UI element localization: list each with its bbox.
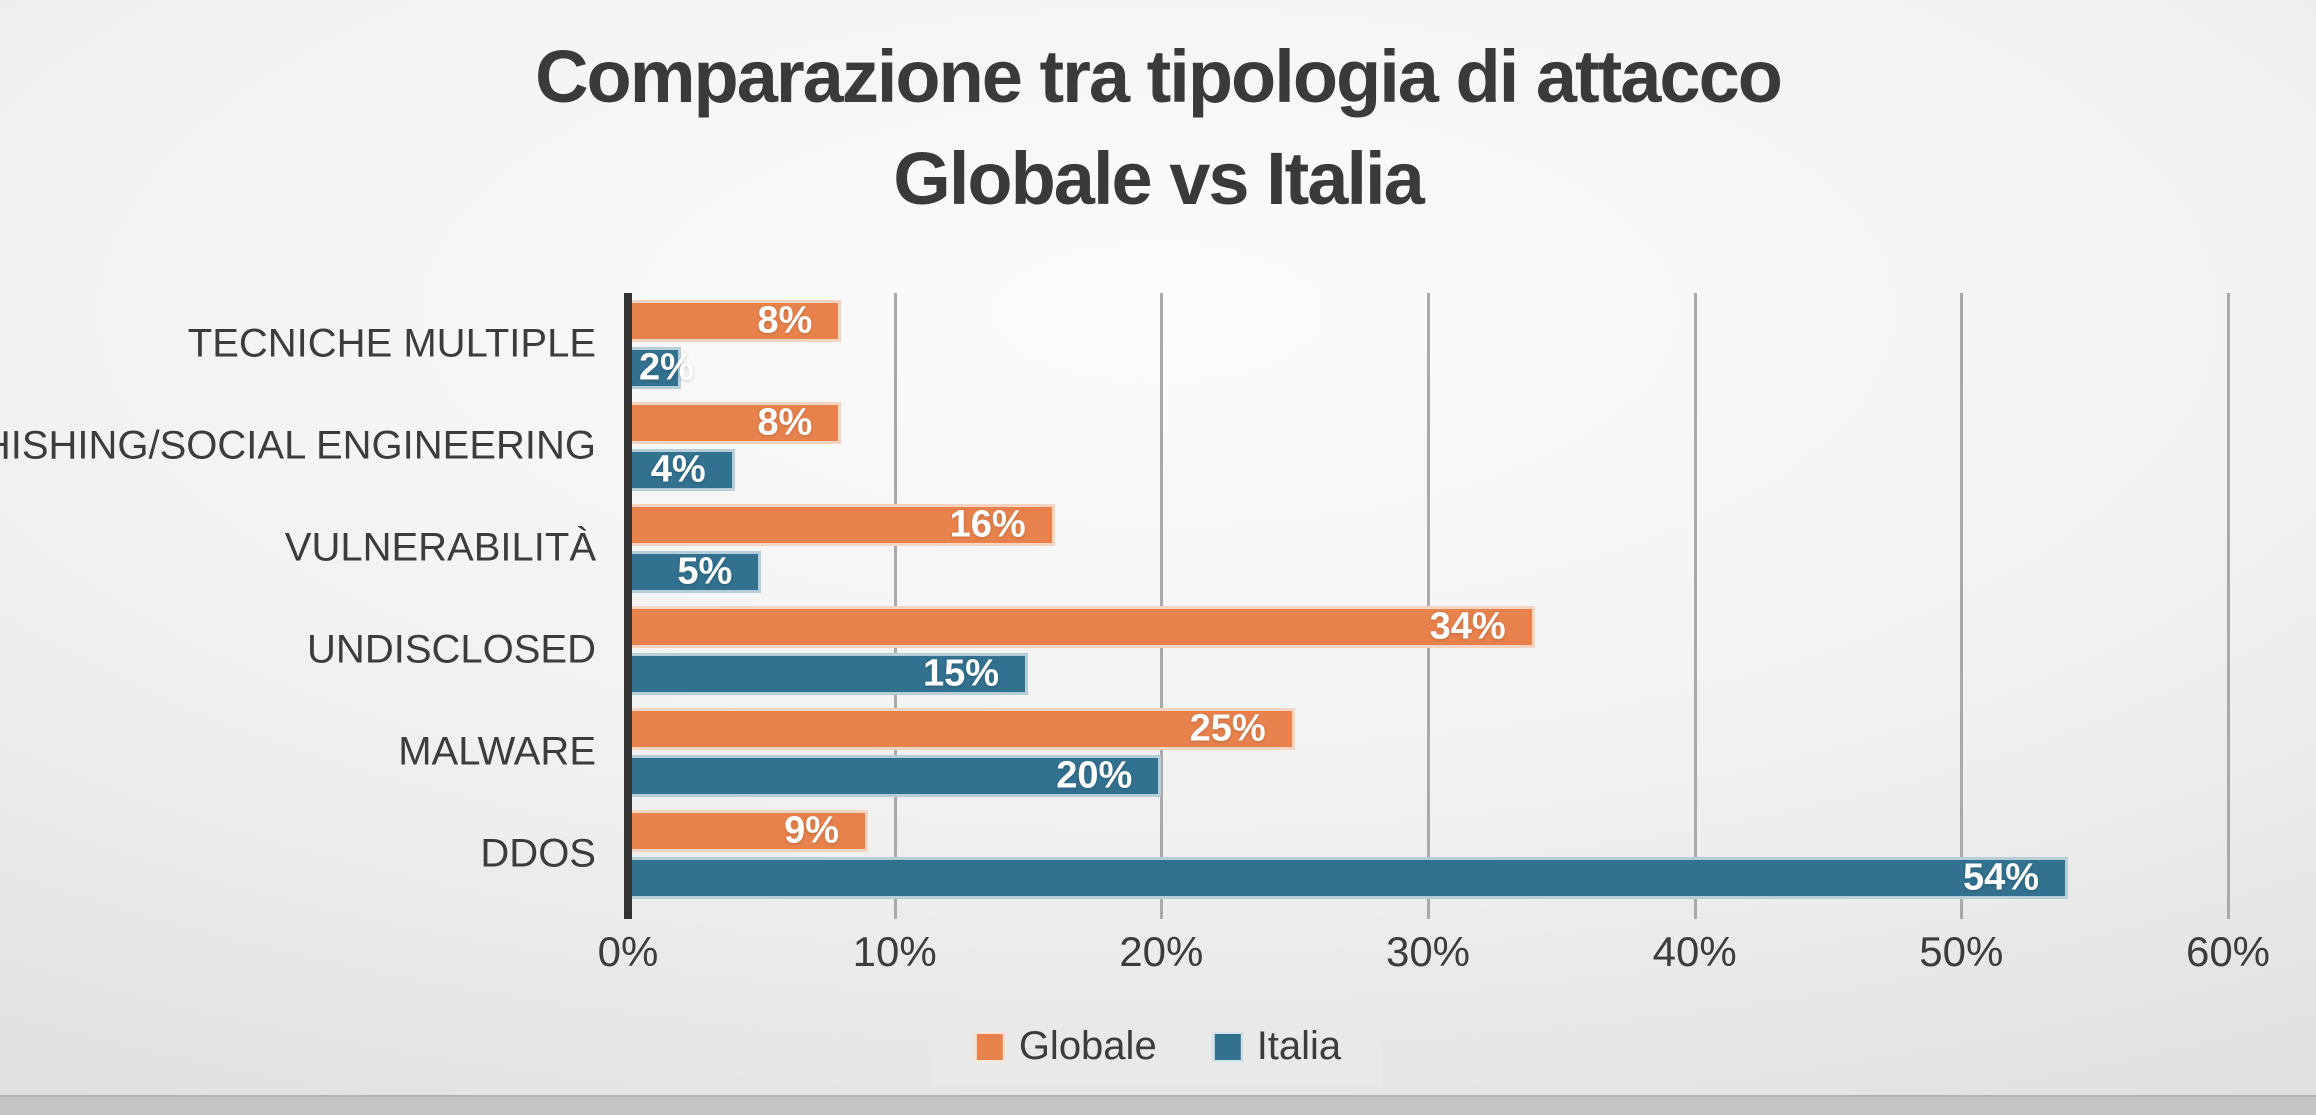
legend-entry-italia: Italia xyxy=(1212,1024,1342,1069)
category-label: UNDISCLOSED xyxy=(307,627,596,672)
bar-globale: 8% xyxy=(628,299,842,342)
y-axis-line xyxy=(624,293,632,919)
category-label: DDOS xyxy=(480,831,596,876)
x-axis-tick-label: 60% xyxy=(2185,928,2271,975)
legend: Globale Italia xyxy=(932,1006,1384,1087)
bar-rows: TECNICHE MULTIPLE 8% 2% PHISHING/SOCIAL ENG… xyxy=(0,293,2228,905)
category-label: TECNICHE MULTIPLE xyxy=(187,321,596,366)
gridline-60 xyxy=(2227,293,2230,919)
legend-swatch-italia xyxy=(1212,1031,1243,1062)
bar-globale: 9% xyxy=(628,809,868,852)
chart-row: VULNERABILITÀ 16% 5% xyxy=(285,497,2228,599)
value-label: 54% xyxy=(1962,856,2039,898)
value-label: 5% xyxy=(677,550,733,592)
bar-globale: 16% xyxy=(628,503,1055,546)
chart-row: TECNICHE MULTIPLE 8% 2% xyxy=(188,293,2228,395)
plot-area: TECNICHE MULTIPLE 8% 2% PHISHING/SOCIAL ENG… xyxy=(0,293,2230,919)
bar-italia: 5% xyxy=(628,550,762,593)
bar-globale: 34% xyxy=(628,605,1535,648)
x-axis-tick-label: 0% xyxy=(597,928,659,975)
bar-italia: 2% xyxy=(628,346,694,389)
chart-title: Comparazione tra tipologia di attacco Gl… xyxy=(0,26,2316,230)
value-label: 15% xyxy=(922,652,999,694)
x-axis-tick-label: 10% xyxy=(852,928,937,975)
legend-label: Italia xyxy=(1256,1024,1342,1068)
value-label: 16% xyxy=(949,503,1026,545)
value-label: 2% xyxy=(639,346,694,388)
value-label: 34% xyxy=(1429,605,1506,647)
bar-italia: 20% xyxy=(628,754,1162,797)
chart-title-line1: Comparazione tra tipologia di attacco xyxy=(535,35,1783,118)
value-label: 20% xyxy=(1056,754,1133,796)
chart-row: MALWARE 25% 20% xyxy=(398,701,2228,803)
value-label: 9% xyxy=(784,809,839,851)
x-axis: 0% 10% 20% 30% 40% 50% 60% xyxy=(598,928,2270,988)
x-axis-tick-label: 30% xyxy=(1385,928,1471,975)
bar-italia: 4% xyxy=(628,448,735,491)
slide-bottom-edge xyxy=(0,1095,2316,1115)
category-label: VULNERABILITÀ xyxy=(284,525,596,570)
value-label: 8% xyxy=(757,299,813,341)
value-label: 4% xyxy=(650,448,706,490)
bar-italia: 54% xyxy=(628,856,2068,899)
legend-entry-globale: Globale xyxy=(974,1024,1157,1069)
bar-globale: 8% xyxy=(628,401,842,444)
chart-title-line2: Globale vs Italia xyxy=(893,137,1424,221)
bar-globale: 25% xyxy=(628,707,1295,750)
chart-row: PHISHING/SOCIAL ENGINEERING 8% 4% xyxy=(0,395,2228,497)
category-label: MALWARE xyxy=(398,729,596,774)
legend-swatch-globale xyxy=(974,1031,1005,1062)
chart-row: DDOS 9% 54% xyxy=(480,803,2228,905)
gridline-40 xyxy=(1693,293,1697,919)
legend-label: Globale xyxy=(1018,1024,1157,1068)
x-axis-tick-label: 40% xyxy=(1652,928,1737,975)
chart-row: UNDISCLOSED 34% 15% xyxy=(307,599,2228,701)
x-axis-tick-label: 20% xyxy=(1119,928,1204,975)
value-label: 8% xyxy=(757,401,813,443)
x-axis-tick-label: 50% xyxy=(1919,928,2004,975)
bar-italia: 15% xyxy=(628,652,1028,695)
category-label: PHISHING/SOCIAL ENGINEERING xyxy=(0,423,596,468)
value-label: 25% xyxy=(1189,707,1266,749)
gridline-50 xyxy=(1960,293,1964,919)
